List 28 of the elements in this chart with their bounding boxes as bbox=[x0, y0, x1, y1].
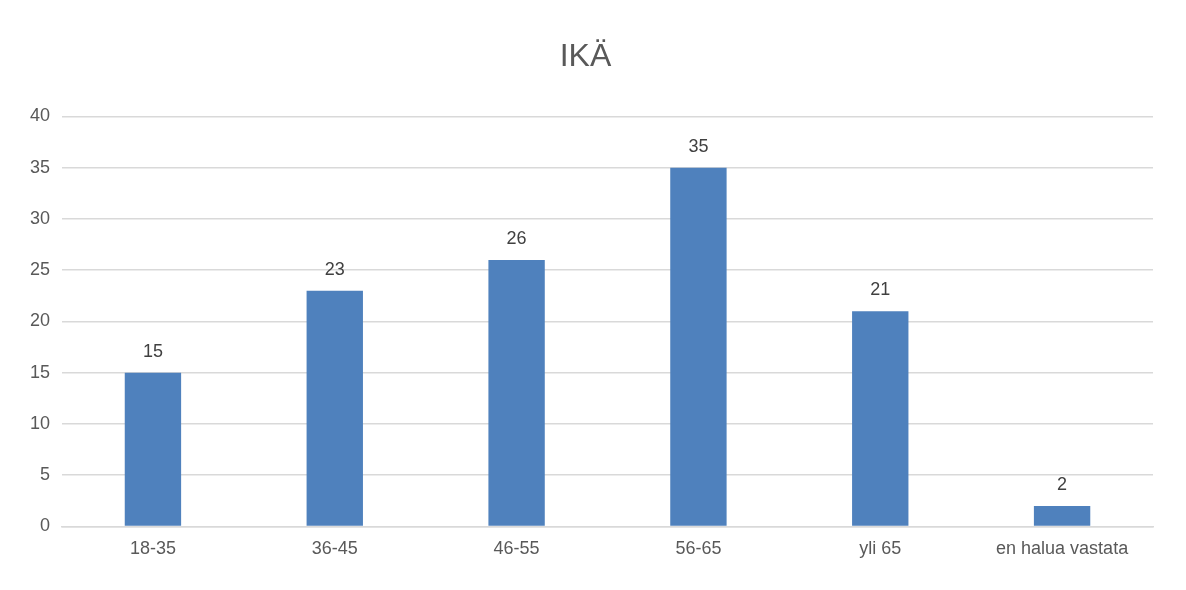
data-label: 23 bbox=[324, 258, 345, 279]
x-tick-label: 36-45 bbox=[311, 538, 358, 559]
y-tick-label: 35 bbox=[29, 156, 51, 177]
bar bbox=[852, 311, 909, 526]
x-tick-label: 18-35 bbox=[129, 538, 176, 559]
y-tick-label: 0 bbox=[40, 515, 51, 536]
chart-title: IKÄ bbox=[559, 37, 612, 74]
y-tick-label: 5 bbox=[40, 464, 51, 485]
bar bbox=[670, 167, 727, 526]
y-tick-label: 15 bbox=[29, 361, 51, 382]
bar bbox=[124, 372, 182, 526]
bar bbox=[306, 290, 363, 526]
y-tick-label: 20 bbox=[29, 310, 51, 331]
data-label: 2 bbox=[1057, 473, 1068, 494]
data-label: 21 bbox=[870, 279, 891, 300]
x-tick-label: 46-55 bbox=[493, 538, 540, 559]
x-tick-label: en halua vastata bbox=[996, 538, 1130, 559]
data-label: 15 bbox=[142, 340, 163, 361]
bar bbox=[488, 259, 545, 526]
y-tick-label: 40 bbox=[29, 105, 51, 126]
x-tick-label: 56-65 bbox=[675, 538, 722, 559]
y-tick-label: 25 bbox=[29, 259, 51, 280]
y-tick-label: 30 bbox=[29, 207, 51, 228]
y-tick-label: 10 bbox=[29, 412, 51, 433]
x-tick-label: yli 65 bbox=[859, 538, 902, 559]
data-label: 26 bbox=[506, 227, 527, 248]
data-label: 35 bbox=[688, 135, 709, 156]
bar bbox=[1033, 505, 1091, 526]
